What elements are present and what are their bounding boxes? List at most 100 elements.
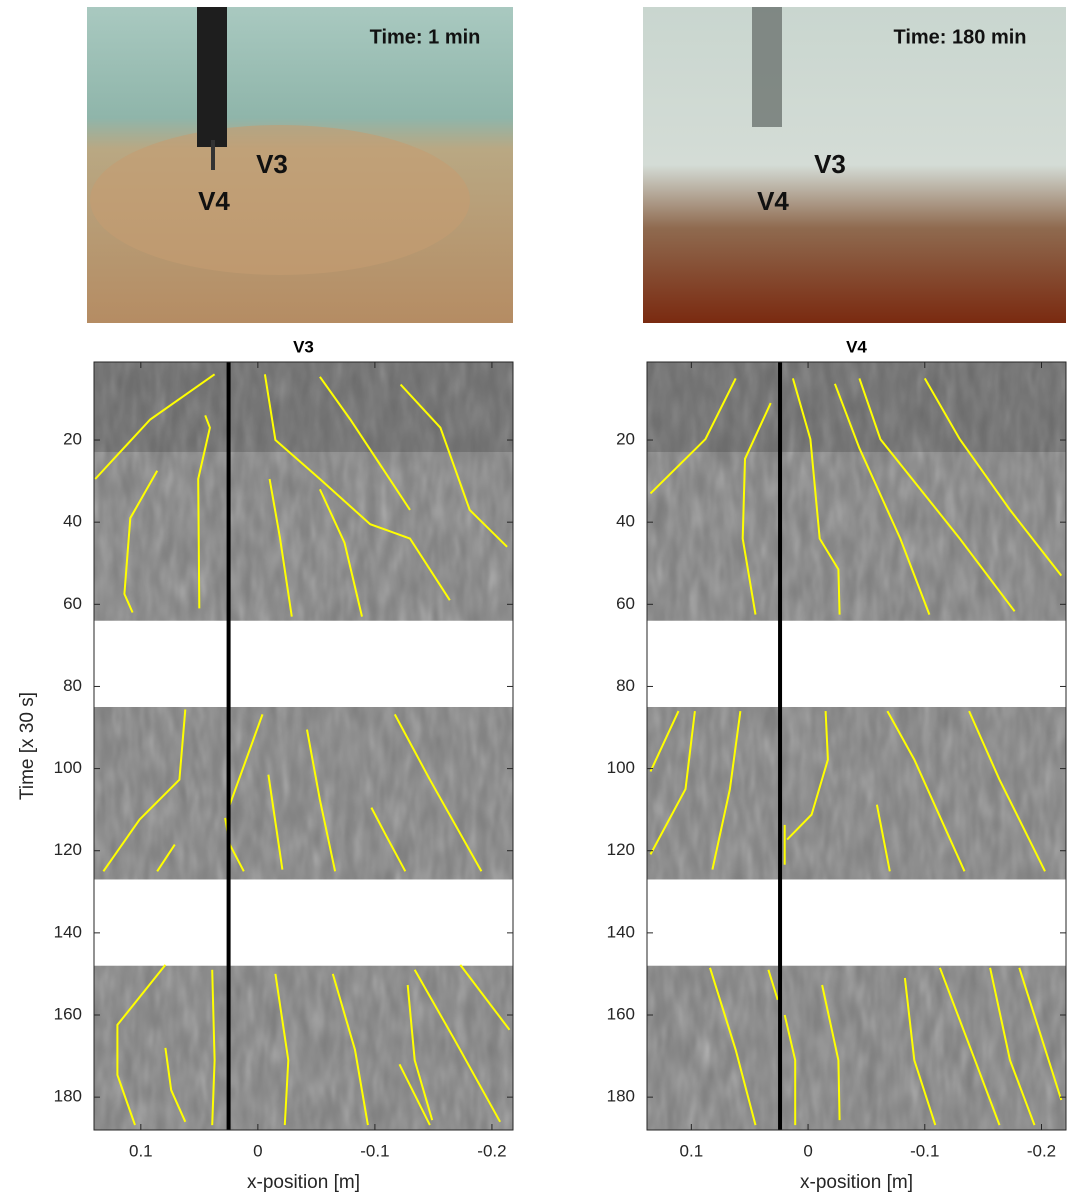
ripple-trace bbox=[318, 488, 363, 617]
x-tick-label: 0.1 bbox=[129, 1141, 153, 1160]
y-tick-label: 80 bbox=[63, 676, 82, 695]
ripple-trace bbox=[791, 378, 841, 615]
ripple-trace bbox=[649, 710, 680, 772]
x-axis-label: x-position [m] bbox=[247, 1172, 360, 1193]
photo: Time: 180 min V3 V4 bbox=[643, 7, 1066, 323]
ripple-trace bbox=[459, 964, 511, 1031]
y-axis-label: Time [x 30 s] bbox=[17, 692, 38, 800]
ripple-trace bbox=[370, 807, 407, 872]
ripple-trace bbox=[821, 984, 841, 1121]
ripple-trace bbox=[102, 709, 187, 872]
data-gap bbox=[94, 879, 513, 966]
ripple-trace bbox=[1018, 967, 1063, 1101]
ripple-trace bbox=[938, 967, 1001, 1126]
ripple-trace bbox=[786, 711, 829, 841]
ripple-trace bbox=[709, 967, 757, 1126]
axes-frame bbox=[93, 361, 514, 1131]
ripple-trace bbox=[923, 377, 1063, 577]
y-tick-label: 140 bbox=[54, 922, 82, 941]
ripple-trace bbox=[393, 713, 483, 872]
x-tick-label: 0 bbox=[253, 1141, 262, 1160]
image-texture bbox=[647, 362, 1066, 1130]
instrument bbox=[211, 140, 215, 170]
photo-background bbox=[643, 7, 1066, 323]
probe-label: V4 bbox=[198, 186, 230, 216]
ripple-trace bbox=[399, 383, 508, 548]
y-tick-label: 80 bbox=[616, 676, 635, 695]
photo: Time: 1 min V3 V4 bbox=[87, 7, 513, 323]
probe-label: V3 bbox=[814, 149, 846, 179]
ripple-trace bbox=[741, 402, 772, 615]
x-tick-label: -0.2 bbox=[1027, 1141, 1056, 1160]
ripple-trace bbox=[274, 973, 290, 1126]
y-tick-label: 100 bbox=[607, 758, 635, 777]
y-tick-label: 100 bbox=[54, 758, 82, 777]
time-label: Time: 180 min bbox=[893, 26, 1026, 48]
x-tick-label: -0.2 bbox=[477, 1141, 506, 1160]
plot: 20 40 60 80 100 120 140 160 180 0.1 0 -0.1 -0.2 V3 x-p… bbox=[17, 337, 514, 1193]
y-tick-label: 40 bbox=[616, 512, 635, 531]
y-tick-label: 120 bbox=[607, 840, 635, 859]
y-tick-label: 160 bbox=[607, 1004, 635, 1023]
y-tick-label: 120 bbox=[54, 840, 82, 859]
probe-label: V3 bbox=[256, 149, 288, 179]
ripple-trace bbox=[197, 415, 211, 609]
ripple-trace bbox=[398, 1063, 431, 1126]
ripple-trace bbox=[228, 714, 264, 806]
time-label: Time: 1 min bbox=[370, 26, 481, 48]
y-tick-label: 160 bbox=[54, 1004, 82, 1023]
sand-mound bbox=[90, 125, 470, 275]
ripple-trace bbox=[767, 969, 779, 1001]
axes-frame bbox=[646, 361, 1067, 1131]
ripple-trace bbox=[94, 373, 216, 480]
ripple-trace bbox=[903, 977, 937, 1126]
image-texture-dark bbox=[647, 362, 1066, 452]
y-tick-label: 20 bbox=[616, 430, 635, 449]
instrument bbox=[197, 7, 227, 147]
ripple-trace bbox=[319, 376, 411, 511]
plot-title: V4 bbox=[846, 337, 867, 356]
x-axis-label: x-position [m] bbox=[800, 1172, 913, 1193]
ripple-trace bbox=[783, 1014, 797, 1126]
y-tick-label: 140 bbox=[607, 922, 635, 941]
ripple-trace bbox=[306, 729, 337, 872]
ripple-trace bbox=[413, 969, 501, 1123]
ripple-trace bbox=[211, 969, 216, 1126]
ripple-trace bbox=[116, 964, 167, 1126]
ripple-trace bbox=[886, 710, 966, 872]
plot: 20 40 60 80 100 120 140 160 180 0.1 0 -0.1 -0.2 V4 x-p… bbox=[607, 337, 1067, 1193]
y-tick-label: 180 bbox=[607, 1087, 635, 1106]
ripple-trace bbox=[968, 710, 1046, 872]
instrument bbox=[752, 7, 782, 127]
y-tick-label: 180 bbox=[54, 1087, 82, 1106]
ripple-trace bbox=[858, 378, 1016, 612]
ripple-trace bbox=[156, 844, 176, 872]
ripple-trace bbox=[406, 984, 434, 1121]
ripple-trace bbox=[711, 710, 742, 870]
ripple-trace bbox=[649, 377, 737, 495]
ripple-trace bbox=[263, 374, 451, 601]
ripple-trace bbox=[331, 973, 369, 1126]
ripple-trace bbox=[649, 710, 696, 855]
x-tick-label: -0.1 bbox=[910, 1141, 939, 1160]
image-texture-dark bbox=[94, 362, 513, 452]
data-gap bbox=[94, 620, 513, 707]
y-tick-label: 60 bbox=[616, 594, 635, 613]
ripple-trace bbox=[875, 804, 891, 872]
y-tick-label: 20 bbox=[63, 430, 82, 449]
x-tick-label: 0.1 bbox=[680, 1141, 704, 1160]
data-gap bbox=[647, 879, 1066, 966]
ripple-trace bbox=[989, 967, 1036, 1126]
ripple-trace bbox=[164, 1047, 187, 1123]
data-gap bbox=[647, 620, 1066, 707]
ripple-trace bbox=[833, 383, 931, 615]
ripple-trace bbox=[123, 470, 159, 613]
ripple-trace bbox=[268, 478, 293, 617]
y-tick-label: 60 bbox=[63, 594, 82, 613]
x-tick-label: -0.1 bbox=[360, 1141, 389, 1160]
ripple-trace bbox=[267, 774, 284, 870]
plot-title: V3 bbox=[293, 337, 314, 356]
probe-label: V4 bbox=[757, 186, 789, 216]
x-tick-label: 0 bbox=[803, 1141, 812, 1160]
